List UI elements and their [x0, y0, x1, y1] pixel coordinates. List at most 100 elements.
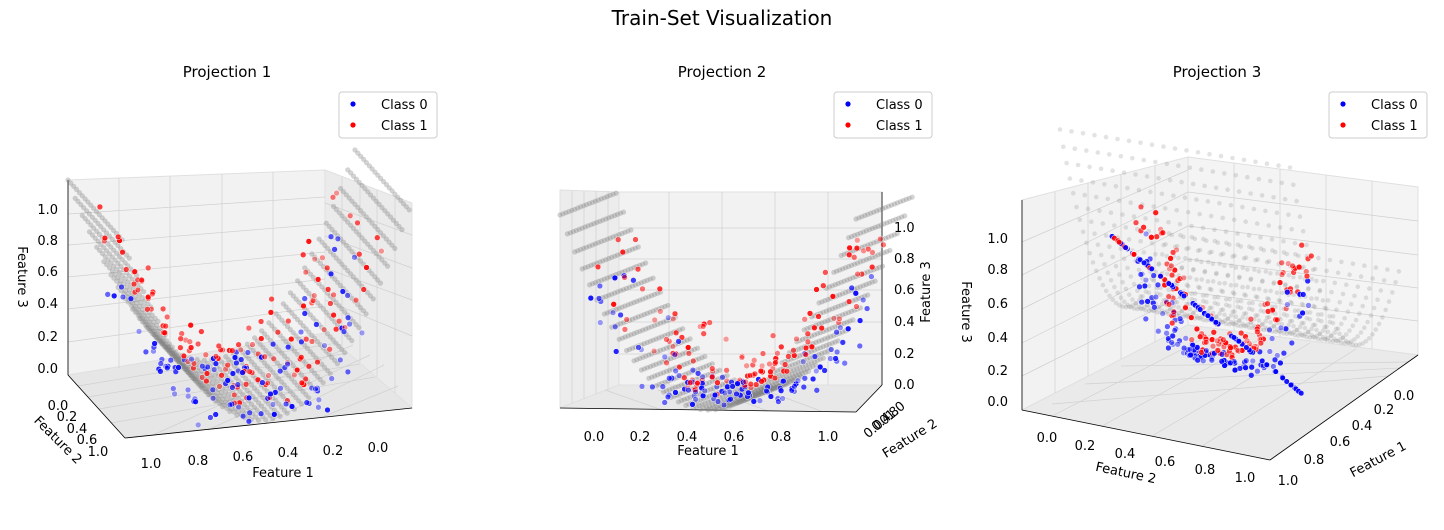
surface-point [619, 230, 625, 237]
grid-lines [67, 172, 413, 436]
surface-point [356, 280, 362, 286]
surface-point [1301, 320, 1306, 326]
surface-point [1316, 317, 1321, 323]
surface-point [829, 283, 835, 289]
surface-point [804, 366, 810, 372]
surface-point [1146, 290, 1152, 296]
point-class-1 [808, 343, 816, 350]
point-class-1 [1170, 308, 1178, 315]
surface-point [91, 205, 97, 211]
point-class-1 [1257, 339, 1265, 347]
surface-point [1220, 289, 1226, 295]
point-class-1 [145, 293, 152, 301]
surface-point [1345, 340, 1351, 346]
surface-point [897, 199, 903, 205]
point-class-0 [817, 363, 824, 371]
point-class-1 [335, 318, 343, 325]
point-class-1 [246, 368, 253, 375]
surface-point [641, 278, 647, 285]
surface-point [1235, 304, 1241, 310]
surface-point [1289, 227, 1294, 232]
surface-point [637, 328, 643, 334]
point-class-0 [167, 357, 174, 364]
surface-point [325, 245, 331, 252]
surface-point [814, 346, 821, 352]
point-class-0 [224, 377, 231, 384]
surface-point [1371, 305, 1377, 311]
surface-point [850, 275, 856, 281]
point-class-1 [374, 234, 381, 241]
surface-point [797, 372, 803, 378]
surface-point [194, 357, 200, 363]
surface-point [819, 350, 825, 356]
surface-point [1183, 255, 1188, 261]
point-class-0 [1151, 304, 1158, 311]
surface-point [1271, 324, 1277, 329]
surface-point [757, 391, 763, 398]
surface-point [366, 163, 372, 169]
surface-point [165, 347, 171, 354]
surface-point [168, 351, 174, 357]
surface-point [899, 214, 905, 220]
point-class-1 [305, 238, 312, 245]
surface-point [307, 271, 314, 277]
point-class-0 [157, 360, 164, 367]
surface-point [1184, 148, 1189, 153]
surface-point [326, 351, 332, 357]
surface-point [220, 385, 226, 391]
surface-point [1123, 286, 1129, 292]
point-class-0 [596, 282, 604, 290]
surface-point [195, 381, 201, 387]
y-axis-line [67, 374, 126, 439]
surface-point [79, 193, 85, 199]
surface-point [158, 340, 164, 346]
point-class-1 [1176, 275, 1184, 282]
surface-point [317, 303, 323, 309]
surface-point [111, 247, 117, 253]
surface-point [843, 290, 849, 296]
surface-point [134, 308, 140, 314]
surface-point [1343, 332, 1349, 337]
surface-point [144, 322, 150, 328]
point-class-0 [1138, 298, 1145, 306]
surface-point [287, 326, 293, 333]
surface-point [1330, 339, 1336, 344]
surface-point [175, 357, 181, 363]
surface-point [337, 282, 343, 289]
surface-point [164, 344, 170, 350]
surface-point [336, 210, 342, 216]
point-class-1 [144, 306, 151, 313]
surface-point [1276, 163, 1281, 168]
surface-point [248, 382, 255, 388]
surface-point [1179, 179, 1184, 185]
surface-point [1204, 299, 1209, 305]
surface-point [310, 352, 316, 358]
surface-point [829, 325, 835, 331]
surface-point [752, 393, 758, 399]
surface-point [1225, 273, 1230, 279]
y-axis-line [1021, 409, 1271, 461]
surface-point [167, 348, 173, 354]
surface-point [362, 186, 368, 192]
surface-point [1317, 288, 1322, 294]
surface-point [601, 237, 607, 243]
point-class-0 [175, 364, 182, 371]
point-class-0 [1259, 357, 1266, 364]
z-tick-label: 0.2 [37, 330, 58, 345]
point-class-0 [324, 406, 331, 414]
surface-point [1061, 144, 1066, 150]
surface-point [1189, 296, 1195, 302]
x-tick-label: 0.6 [233, 450, 254, 465]
point-class-0 [675, 338, 682, 345]
point-class-1 [1165, 301, 1173, 308]
surface-point [1207, 151, 1212, 157]
point-class-1 [672, 329, 680, 336]
surface-point [246, 356, 252, 362]
surface-point [649, 293, 655, 299]
surface-point [887, 247, 893, 253]
surface-point [794, 365, 800, 371]
surface-point [1294, 285, 1299, 290]
surface-point [860, 258, 866, 264]
surface-point [1187, 306, 1193, 312]
point-class-1 [813, 286, 820, 293]
